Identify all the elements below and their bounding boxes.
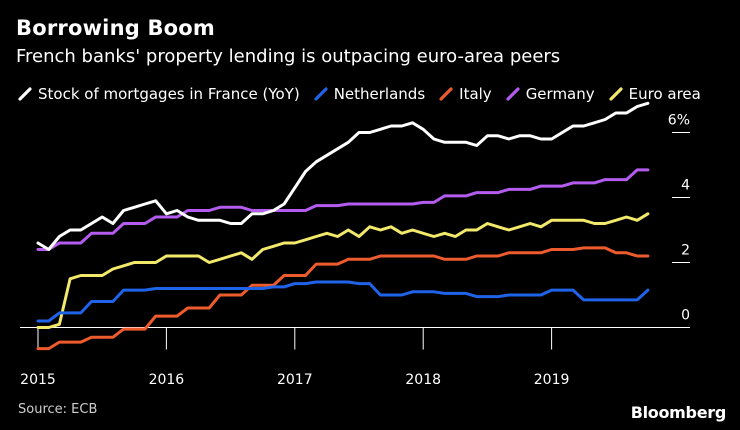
legend-swatch-icon xyxy=(609,87,623,101)
legend-swatch-icon xyxy=(18,87,32,101)
y-tick-label: 2 xyxy=(681,243,690,259)
legend-swatch-icon xyxy=(506,87,520,101)
bloomberg-logo: Bloomberg xyxy=(630,403,727,422)
x-tick-label: 2016 xyxy=(149,372,185,388)
legend-item: Italy xyxy=(439,85,492,103)
x-tick-label: 2017 xyxy=(277,372,313,388)
chart-title: Borrowing Boom xyxy=(16,16,216,40)
series-line-euro-area xyxy=(36,212,650,329)
y-tick-label: 6% xyxy=(668,113,690,129)
source-note: Source: ECB xyxy=(18,402,98,417)
legend-item: Euro area xyxy=(609,85,701,103)
legend-item: Netherlands xyxy=(314,85,425,103)
legend-swatch-icon xyxy=(314,87,328,101)
legend-item: Germany xyxy=(506,85,595,103)
legend-label: Italy xyxy=(459,85,492,103)
chart-subtitle: French banks' property lending is outpac… xyxy=(16,46,561,67)
y-tick-label: 0 xyxy=(681,308,690,324)
legend-label: Stock of mortgages in France (YoY) xyxy=(38,85,300,103)
legend-label: Netherlands xyxy=(333,85,426,103)
legend-item: Stock of mortgages in France (YoY) xyxy=(18,85,300,103)
chart-legend: Stock of mortgages in France (YoY) Nether… xyxy=(18,85,715,103)
x-tick-label: 2018 xyxy=(405,372,441,388)
legend-swatch-icon xyxy=(439,87,453,101)
x-tick-label: 2015 xyxy=(20,372,56,388)
legend-label: Euro area xyxy=(628,85,701,103)
series-line-netherlands xyxy=(36,280,650,323)
series-line-germany xyxy=(36,168,650,251)
series-line-stock-of-mortgages-in-france-yoy xyxy=(36,101,650,251)
legend-label: Germany xyxy=(525,85,595,103)
x-tick-label: 2019 xyxy=(534,372,570,388)
series-line-italy xyxy=(36,246,650,351)
y-tick-label: 4 xyxy=(681,178,690,194)
